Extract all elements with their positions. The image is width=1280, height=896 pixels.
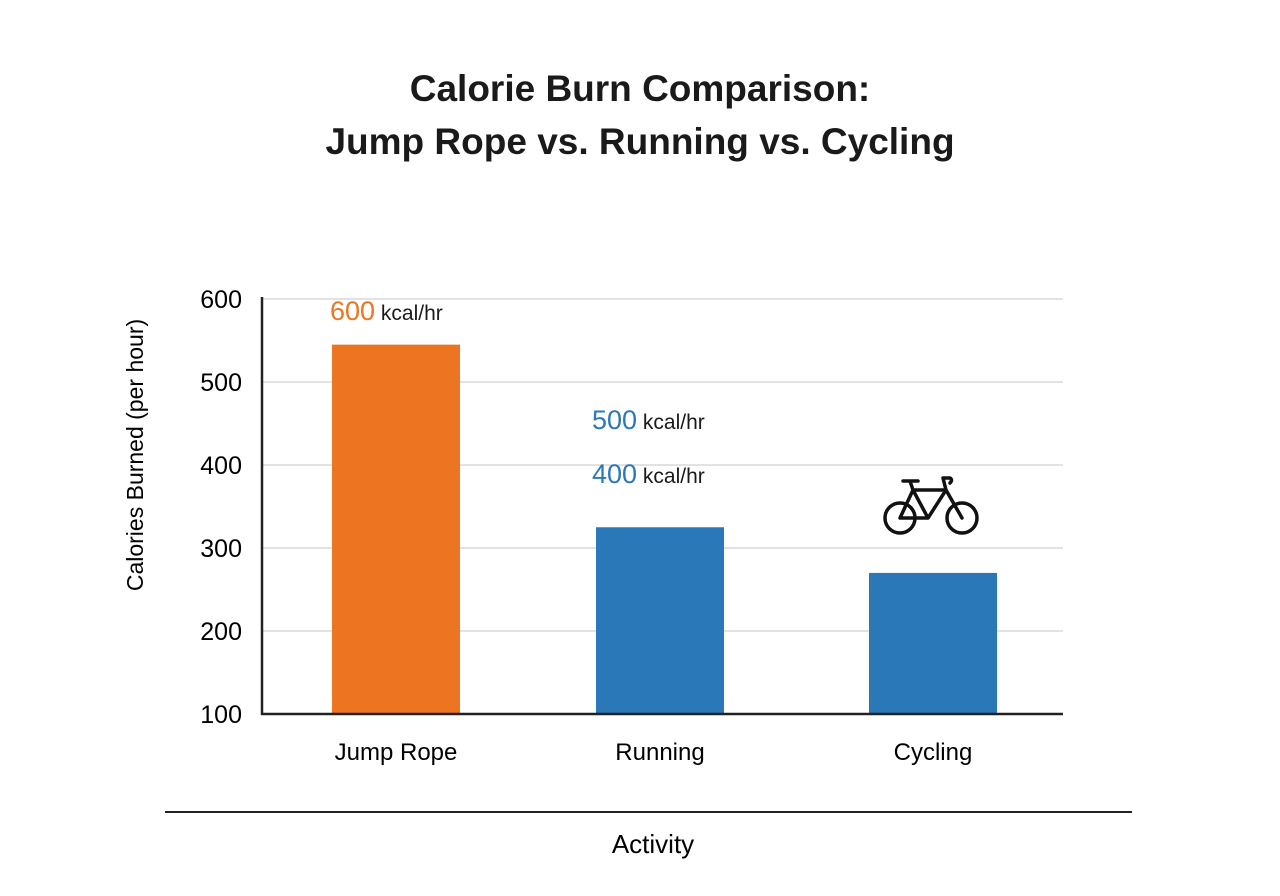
annotation-unit: kcal/hr <box>637 411 705 434</box>
chart-title-line-1: Calorie Burn Comparison: <box>409 68 871 109</box>
y-tick-label: 100 <box>200 701 242 729</box>
chart-title-line-2: Jump Rope vs. Running vs. Cycling <box>325 121 955 162</box>
x-tick-label: Cycling <box>894 739 973 766</box>
value-annotation: 400 kcal/hr <box>592 459 705 489</box>
annotation-number: 400 <box>592 459 637 489</box>
y-axis-label: Calories Burned (per hour) <box>122 319 148 591</box>
bar-jump-rope <box>332 344 460 714</box>
y-tick-label: 600 <box>200 286 242 314</box>
annotation-number: 600 <box>330 296 375 326</box>
annotation-number: 500 <box>592 405 637 435</box>
annotation-unit: kcal/hr <box>637 465 705 488</box>
y-tick-label: 500 <box>200 369 242 397</box>
x-axis-label: Activity <box>612 829 694 859</box>
x-tick-label: Running <box>615 739 704 766</box>
x-tick-label: Jump Rope <box>335 739 458 766</box>
y-tick-label: 400 <box>200 452 242 480</box>
bar-cycling <box>869 572 997 714</box>
y-tick-label: 200 <box>200 618 242 646</box>
bar-running <box>596 527 724 714</box>
value-annotation: 600 kcal/hr <box>330 296 443 326</box>
bicycle-icon <box>883 476 979 535</box>
annotation-unit: kcal/hr <box>375 302 443 325</box>
y-tick-label: 300 <box>200 535 242 563</box>
value-annotation: 500 kcal/hr <box>592 405 705 435</box>
